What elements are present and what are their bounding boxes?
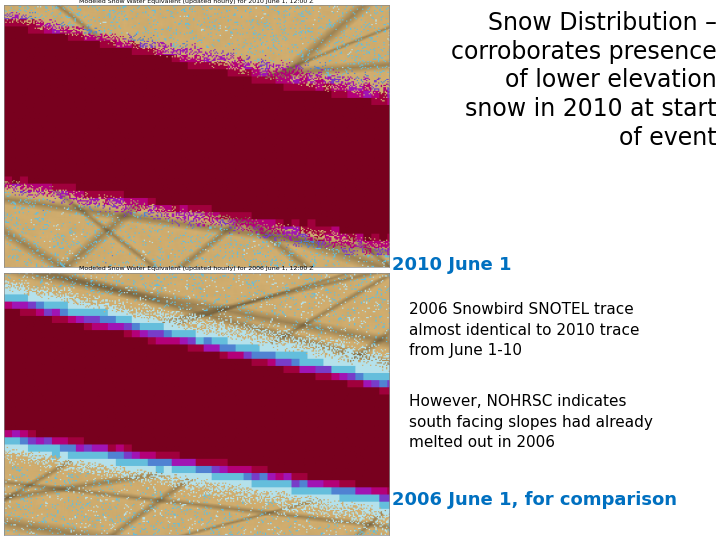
Text: 2006 Snowbird SNOTEL trace
almost identical to 2010 trace
from June 1-10: 2006 Snowbird SNOTEL trace almost identi…	[409, 302, 639, 358]
Text: 2006 June 1, for comparison: 2006 June 1, for comparison	[392, 491, 678, 509]
Text: 2010 June 1: 2010 June 1	[392, 256, 512, 274]
Title: Modeled Snow Water Equivalent (updated hourly) for 2006 June 1, 12:00 Z: Modeled Snow Water Equivalent (updated h…	[79, 266, 313, 271]
Text: However, NOHRSC indicates
south facing slopes had already
melted out in 2006: However, NOHRSC indicates south facing s…	[409, 394, 652, 450]
Text: Snow Distribution –
corroborates presence
of lower elevation
snow in 2010 at sta: Snow Distribution – corroborates presenc…	[451, 11, 716, 150]
Title: Modeled Snow Water Equivalent (updated hourly) for 2010 June 1, 12:00 Z: Modeled Snow Water Equivalent (updated h…	[79, 0, 313, 4]
